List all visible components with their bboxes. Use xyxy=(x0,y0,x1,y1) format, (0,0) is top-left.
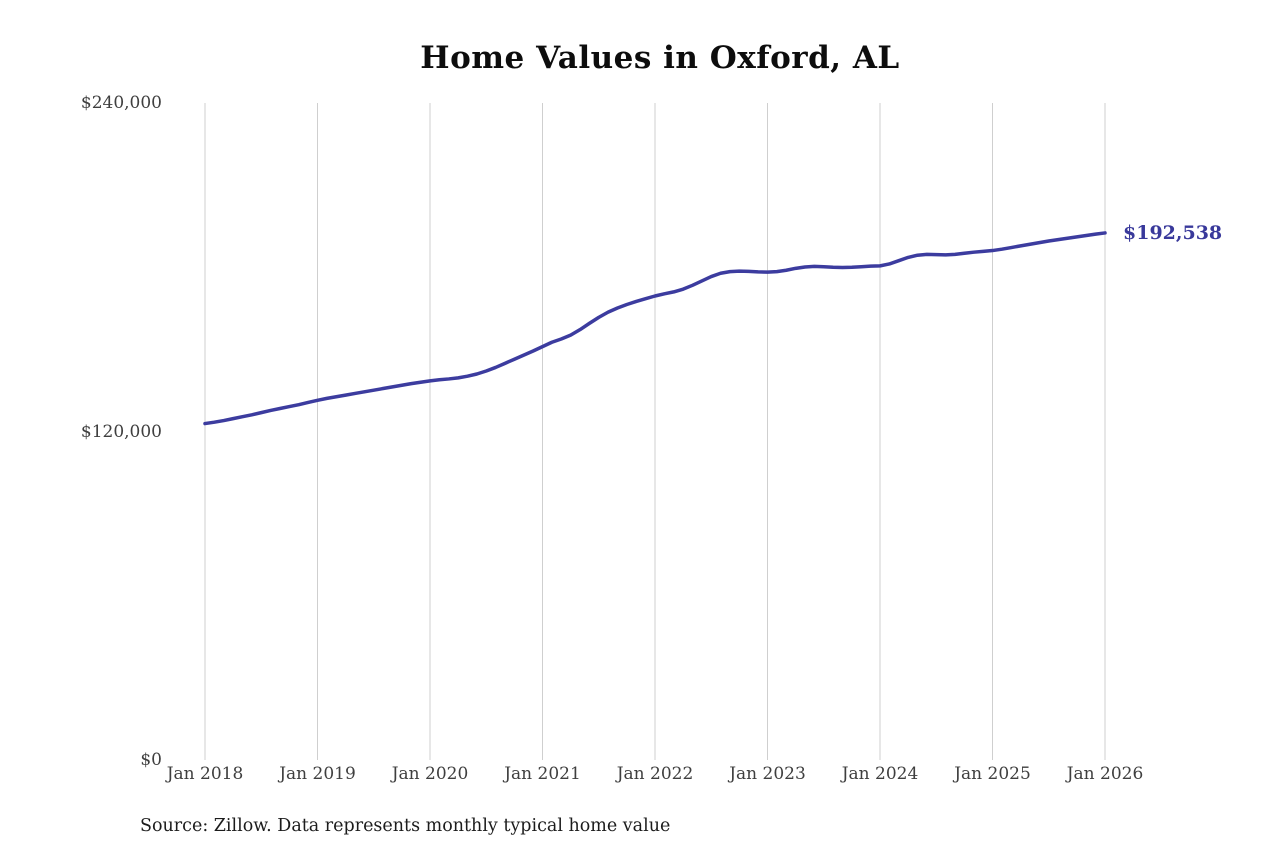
x-axis-tick-label: Jan 2021 xyxy=(504,764,581,784)
x-axis-tick-label: Jan 2023 xyxy=(729,764,806,784)
x-axis-tick-label: Jan 2025 xyxy=(954,764,1031,784)
y-axis-tick-label: $120,000 xyxy=(80,421,162,442)
x-axis-tick-label: Jan 2018 xyxy=(166,764,244,784)
x-axis-tick-label: Jan 2020 xyxy=(391,764,469,784)
y-axis-tick-label: $0 xyxy=(140,750,162,770)
chart-title: Home Values in Oxford, AL xyxy=(420,40,900,76)
y-axis-tick-label: $240,000 xyxy=(80,93,162,113)
x-axis-tick-label: Jan 2022 xyxy=(616,764,694,784)
x-axis-tick-label: Jan 2024 xyxy=(841,764,919,784)
end-value-label: $192,538 xyxy=(1123,221,1223,244)
x-axis-tick-label: Jan 2019 xyxy=(279,764,356,784)
home-value-line-series xyxy=(203,231,1107,426)
source-note: Source: Zillow. Data represents monthly … xyxy=(140,816,671,836)
x-axis-tick-label: Jan 2026 xyxy=(1066,764,1144,784)
